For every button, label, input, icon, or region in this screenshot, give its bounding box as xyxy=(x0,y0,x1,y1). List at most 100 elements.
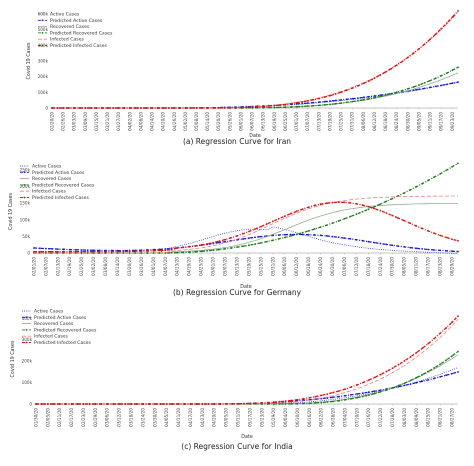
data-point xyxy=(451,82,454,85)
series-line-infected-cases xyxy=(36,319,459,405)
x-tick-label: 07/28/20 xyxy=(390,408,395,427)
x-tick-label: 03/02/20 xyxy=(91,257,96,276)
x-tick-label: 07/16/20 xyxy=(366,408,371,427)
y-axis-label: Covid 19 Cases xyxy=(10,340,16,377)
data-point xyxy=(427,179,429,182)
y-tick-label: 500k xyxy=(38,27,49,32)
data-point xyxy=(207,403,210,405)
data-point xyxy=(457,250,459,253)
x-tick-label: 03/14/20 xyxy=(115,257,120,276)
data-point xyxy=(357,99,359,102)
data-point xyxy=(206,249,209,252)
data-point xyxy=(325,202,328,205)
data-point xyxy=(62,107,64,109)
data-point xyxy=(445,169,447,172)
data-point xyxy=(415,381,418,384)
legend-marker xyxy=(23,171,26,174)
legend-label: Predicted Recovered Cases xyxy=(32,182,95,188)
data-point xyxy=(254,243,256,246)
figure-caption: (c) Regression Curve for India xyxy=(181,442,292,451)
series-line-active-cases xyxy=(52,81,459,109)
legend-label: Predicted Active Cases xyxy=(50,18,103,24)
data-point xyxy=(457,10,459,12)
data-point xyxy=(451,250,453,253)
series-line-predicted-active-cases xyxy=(52,81,459,109)
data-point xyxy=(356,393,358,395)
data-point xyxy=(51,247,53,250)
data-point xyxy=(367,379,370,381)
x-tick-label: 04/08/20 xyxy=(138,112,143,131)
data-point xyxy=(80,252,83,254)
data-point xyxy=(362,392,364,394)
data-point xyxy=(248,244,250,247)
data-point xyxy=(343,201,346,204)
data-point xyxy=(302,397,305,400)
data-point xyxy=(217,107,220,109)
data-point xyxy=(362,96,365,99)
data-point xyxy=(407,56,409,59)
x-tick-label: 03/12/20 xyxy=(117,408,122,427)
y-tick-label: 200k xyxy=(20,184,31,189)
data-point xyxy=(74,248,77,251)
data-point xyxy=(248,237,250,240)
data-point xyxy=(446,72,448,74)
data-point xyxy=(423,43,426,45)
data-point xyxy=(86,252,89,254)
data-point xyxy=(88,403,91,405)
data-point xyxy=(307,233,310,236)
data-point xyxy=(229,106,231,109)
data-point xyxy=(110,250,113,253)
data-point xyxy=(407,87,409,90)
data-point xyxy=(272,401,275,404)
y-tick-label: 300k xyxy=(38,59,49,64)
data-point xyxy=(355,238,358,241)
legend-marker xyxy=(41,32,44,34)
data-point xyxy=(51,250,53,253)
x-tick-label: 06/28/20 xyxy=(331,408,336,427)
data-point xyxy=(433,367,436,369)
data-point xyxy=(86,249,89,252)
x-tick-label: 04/11/20 xyxy=(176,408,181,427)
data-point xyxy=(130,403,133,405)
x-tick-label: 07/24/20 xyxy=(378,257,383,276)
data-point xyxy=(312,98,315,101)
data-point xyxy=(45,250,47,253)
data-point xyxy=(122,252,125,254)
data-point xyxy=(290,106,293,108)
data-point xyxy=(230,236,233,239)
data-point xyxy=(183,403,186,405)
data-point xyxy=(152,249,155,252)
data-point xyxy=(296,398,299,401)
data-point xyxy=(318,104,320,107)
data-point xyxy=(439,375,442,378)
x-tick-label: 04/29/20 xyxy=(212,408,217,427)
data-point xyxy=(134,107,137,109)
x-tick-label: 07/25/20 xyxy=(339,112,344,131)
data-point xyxy=(379,203,382,206)
data-point xyxy=(39,247,41,250)
x-tick-label: 09/11/20 xyxy=(428,112,433,131)
data-point xyxy=(334,99,337,102)
data-point xyxy=(278,403,281,405)
data-point xyxy=(283,215,286,218)
x-tick-label: 04/19/20 xyxy=(187,257,192,276)
data-point xyxy=(63,248,65,251)
data-point xyxy=(385,212,388,214)
data-point xyxy=(429,86,432,89)
data-point xyxy=(118,403,121,405)
data-point xyxy=(100,403,103,405)
data-point xyxy=(312,101,315,104)
data-point xyxy=(218,241,221,244)
x-tick-label: 08/17/20 xyxy=(426,257,431,276)
data-point xyxy=(379,373,382,376)
data-point xyxy=(106,403,109,405)
data-point xyxy=(427,370,430,373)
data-point xyxy=(146,250,149,252)
data-point xyxy=(385,243,388,246)
data-point xyxy=(224,240,227,243)
data-point xyxy=(170,252,173,254)
data-point xyxy=(201,403,204,405)
y-tick-label: 400k xyxy=(22,316,33,321)
data-point xyxy=(201,107,204,109)
